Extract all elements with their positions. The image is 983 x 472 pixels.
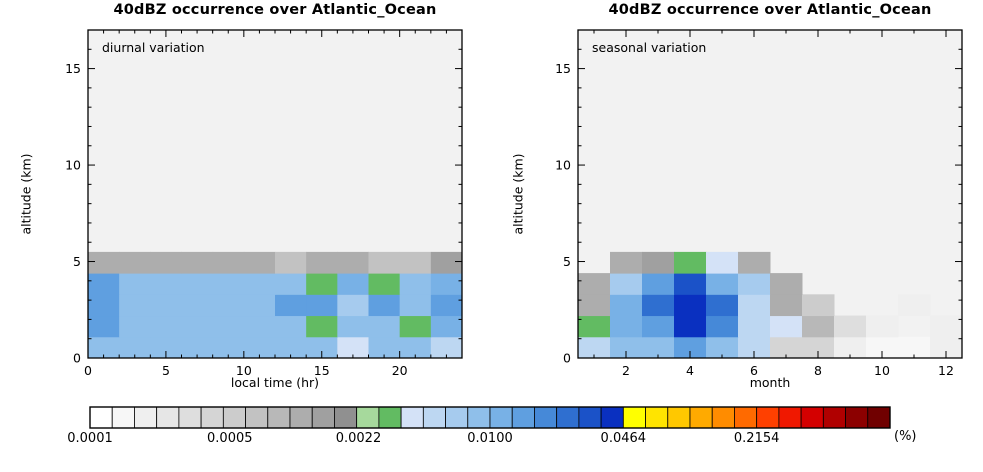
- colorbar-tick-label-1: 0.0005: [207, 431, 253, 446]
- colorbar-tick-label-3: 0.0100: [467, 431, 513, 446]
- svg-text:0: 0: [73, 351, 81, 366]
- colorbar-tick-label-2: 0.0022: [335, 431, 382, 446]
- svg-text:15: 15: [65, 61, 81, 76]
- seasonal-chart-title: 40dBZ occurrence over Atlantic_Ocean: [608, 2, 932, 18]
- svg-text:5: 5: [563, 254, 571, 269]
- seasonal-annotation: seasonal variation: [592, 40, 707, 55]
- diurnal-heatmap-svg: 0 5 10 15 20 0 5 10 15: [65, 29, 463, 378]
- diurnal-y-axis-label: altitude (km): [18, 153, 34, 235]
- svg-text:2: 2: [622, 363, 630, 378]
- svg-text:0: 0: [563, 351, 571, 366]
- svg-text:0: 0: [84, 363, 92, 378]
- svg-text:4: 4: [686, 363, 694, 378]
- svg-text:10: 10: [236, 363, 252, 378]
- seasonal-heatmap-svg: 2 4 6 8 10 12 0 5 10 15: [555, 29, 963, 378]
- seasonal-y-axis-label: altitude (km): [510, 153, 526, 235]
- svg-text:10: 10: [874, 363, 890, 378]
- svg-text:5: 5: [73, 254, 81, 269]
- colorbar: [89, 406, 891, 429]
- svg-text:10: 10: [65, 158, 81, 173]
- diurnal-x-axis-label: local time (hr): [230, 375, 320, 390]
- svg-text:10: 10: [555, 158, 571, 173]
- svg-text:12: 12: [938, 363, 954, 378]
- svg-text:5: 5: [162, 363, 170, 378]
- colorbar-tick-label-0: 0.0001: [67, 431, 113, 446]
- svg-text:15: 15: [555, 61, 571, 76]
- diurnal-chart-title: 40dBZ occurrence over Atlantic_Ocean: [113, 2, 437, 18]
- diurnal-annotation: diurnal variation: [102, 40, 205, 55]
- seasonal-x-axis-label: month: [749, 375, 791, 390]
- colorbar-tick-label-4: 0.0464: [600, 431, 647, 446]
- svg-text:15: 15: [314, 363, 330, 378]
- svg-text:20: 20: [392, 363, 408, 378]
- colorbar-tick-label-5: 0.2154: [733, 431, 780, 446]
- svg-text:6: 6: [750, 363, 758, 378]
- colorbar-unit-label: (%): [894, 429, 917, 444]
- svg-text:8: 8: [814, 363, 822, 378]
